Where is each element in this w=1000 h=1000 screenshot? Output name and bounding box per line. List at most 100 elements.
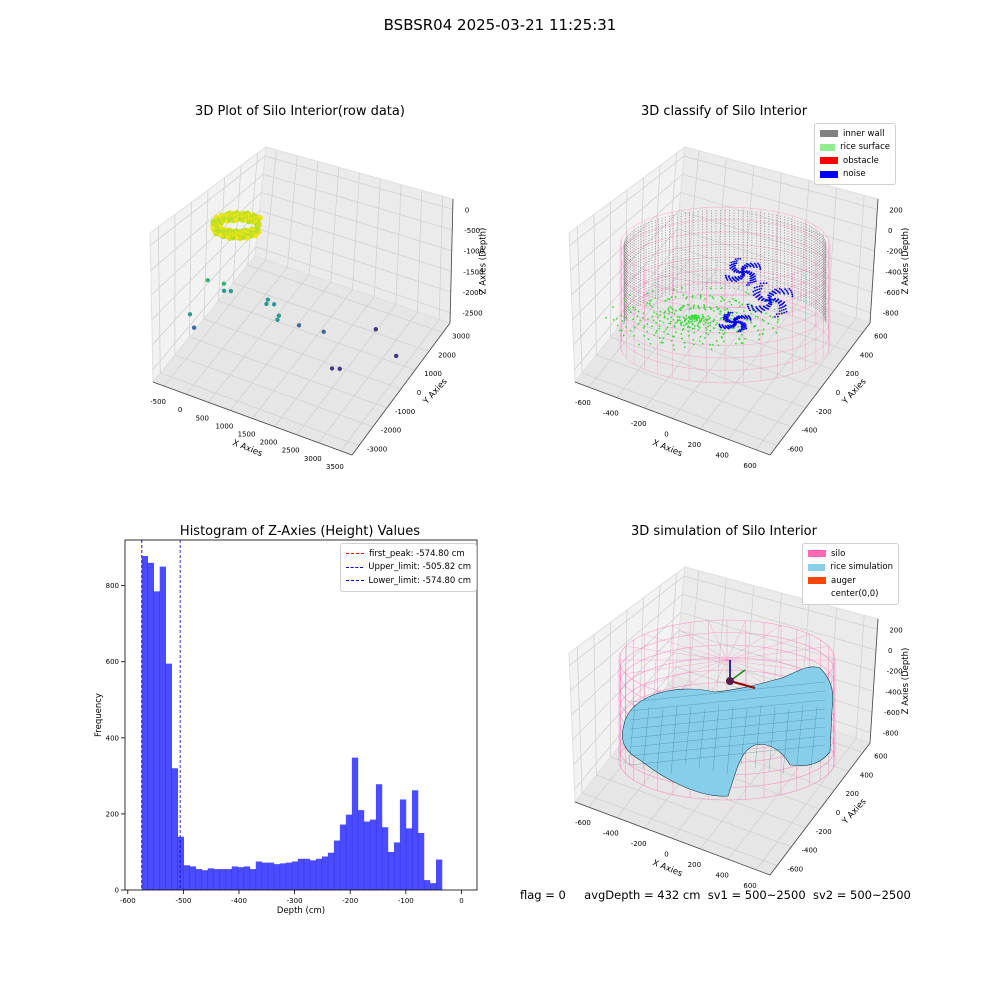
rice-surface-point [777, 318, 780, 321]
grid-line [573, 228, 873, 346]
rice-surface-point [629, 330, 632, 332]
y-tick-label: 0 [115, 887, 119, 895]
rice-surface-point [662, 337, 665, 340]
noise-point [756, 286, 758, 288]
grid-line [188, 202, 388, 409]
rice-surface-point [637, 310, 640, 313]
rice-surface-point [681, 321, 683, 324]
noise-point [725, 313, 727, 316]
silo-roof-spoke [672, 625, 728, 661]
z-tick-label: -200 [887, 248, 903, 256]
rice-surface-point [692, 338, 695, 341]
rice-surface-point [667, 307, 670, 310]
z-tick-label: 200 [889, 206, 902, 214]
x-tick-label: -600 [575, 819, 591, 827]
rice-surface-point [647, 318, 649, 321]
rice-surface-point [676, 319, 679, 322]
noise-point [759, 266, 762, 269]
rice-surface-point [722, 329, 724, 332]
noise-point [725, 315, 728, 318]
z-tick-label: -1000 [464, 248, 484, 256]
rice-surface-point [664, 310, 667, 313]
rice-surface-point [657, 316, 660, 319]
histogram-bar [423, 880, 431, 890]
histogram-bar [177, 836, 185, 890]
noise-point [757, 262, 759, 265]
noise-point [746, 303, 749, 306]
y-tick-label: -400 [801, 427, 817, 435]
legend-label: rice simulation [830, 562, 893, 573]
rice-surface-point [668, 310, 671, 313]
noise-point [780, 309, 783, 312]
rice-surface-point [697, 325, 700, 328]
noise-point [758, 263, 760, 266]
rice-surface-point [655, 321, 658, 324]
z-axis-line [869, 198, 879, 324]
rice-surface-point [681, 329, 684, 331]
noise-point [758, 290, 761, 293]
y-tick-label: 600 [106, 658, 119, 666]
grid-line [296, 184, 402, 435]
flag-text: flag = 0 [520, 888, 566, 902]
rice-surface-point [646, 292, 649, 295]
rice-surface-point [670, 296, 673, 299]
noise-point [757, 291, 760, 294]
rice-surface-point [658, 325, 661, 328]
rice-surface-point [637, 323, 640, 325]
grid-line [610, 622, 806, 829]
rice-surface-point [750, 321, 753, 324]
noise-point [768, 298, 771, 301]
grid-line [150, 173, 453, 271]
histogram-bar [363, 821, 371, 890]
rice-surface-point [731, 314, 734, 317]
rice-surface-point [674, 331, 677, 334]
noise-point [735, 322, 738, 325]
grid-line [653, 165, 849, 352]
rice-surface-point [762, 319, 765, 322]
legend-entry-inner-wall: inner wall [820, 127, 890, 141]
grid-line [588, 150, 700, 388]
legend-entry-rice-surface: rice surface [820, 141, 890, 155]
surface-mesh-line [670, 704, 678, 775]
noise-point [737, 257, 739, 260]
histogram-bar [249, 869, 257, 890]
x-tick-label: -100 [398, 897, 414, 905]
noise-point [745, 326, 747, 328]
histogram-bar [351, 757, 359, 890]
histogram-bar [375, 784, 383, 890]
rice-surface-point [688, 308, 691, 311]
noise-point [780, 288, 783, 291]
x-tick-label: -300 [287, 897, 303, 905]
rice-surface-point [670, 316, 672, 319]
noise-point [729, 278, 732, 281]
classify-3d-plot: -600 -400 -200 0 200 400 600 -600 -400 -200 0 200 40… [568, 145, 911, 470]
rice-surface-point [758, 333, 761, 336]
noise-point [753, 272, 755, 275]
raw-plot-title: 3D Plot of Silo Interior(row data) [195, 104, 405, 119]
rice-surface-point [704, 321, 707, 324]
x-tick-label: 0 [178, 406, 182, 414]
grid-line [569, 575, 878, 666]
noise-point [756, 307, 758, 310]
rice-surface-point [704, 308, 707, 311]
noise-point [754, 293, 756, 296]
rice-surface-point [642, 312, 645, 315]
x-tick-label: 2000 [260, 439, 278, 447]
rice-surface-point [660, 341, 663, 344]
rice-surface-point [658, 337, 661, 339]
noise-point [730, 261, 733, 264]
z-tick-label: 0 [888, 647, 892, 655]
rice-surface-point [717, 344, 720, 347]
rice-surface-point [772, 327, 774, 329]
rice-surface-point [605, 316, 607, 319]
rice-surface-point [678, 316, 681, 319]
rice-surface-point [673, 288, 675, 291]
rice-surface-point [666, 298, 669, 300]
rice-surface-point [691, 328, 694, 330]
noise-point [737, 315, 740, 317]
legend-label: rice surface [840, 142, 890, 153]
silo-roof-spoke [726, 620, 746, 661]
rice-surface-point [673, 348, 676, 351]
rice-surface-point [621, 319, 624, 322]
noise-point [746, 270, 748, 272]
